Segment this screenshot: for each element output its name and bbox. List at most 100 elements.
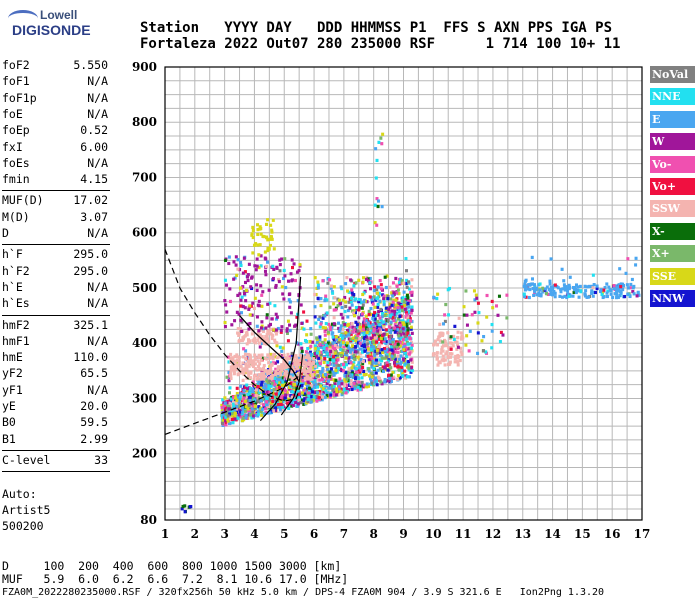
echo-mark xyxy=(344,334,348,338)
param-row-m-d-: M(D) 3.07 xyxy=(2,210,108,226)
echo-mark xyxy=(382,346,386,351)
echo-mark xyxy=(367,313,371,317)
echo-mark xyxy=(325,393,329,398)
echo-mark xyxy=(384,363,388,368)
echo-mark xyxy=(591,286,595,290)
echo-mark xyxy=(287,279,291,283)
param-value: 17.02 xyxy=(73,193,108,208)
echo-mark xyxy=(329,391,333,395)
echo-mark xyxy=(448,341,452,345)
echo-mark xyxy=(287,292,291,297)
echo-mark xyxy=(403,351,407,355)
echo-mark xyxy=(229,416,233,421)
echo-mark xyxy=(321,378,325,382)
echo-mark xyxy=(345,383,349,387)
echo-mark xyxy=(473,298,477,302)
echo-mark xyxy=(448,355,452,359)
echo-mark xyxy=(328,358,332,362)
echo-mark xyxy=(366,339,370,343)
echo-mark xyxy=(294,384,298,388)
echo-mark xyxy=(405,278,409,283)
echo-mark xyxy=(490,299,494,304)
echo-mark xyxy=(331,344,335,349)
echo-mark xyxy=(456,330,460,334)
echo-mark xyxy=(267,288,271,292)
echo-mark xyxy=(329,325,333,329)
echo-mark xyxy=(390,376,394,381)
echo-mark xyxy=(324,343,328,347)
echo-mark xyxy=(407,298,411,303)
echo-mark xyxy=(253,340,257,344)
echo-mark xyxy=(367,347,371,351)
echo-mark xyxy=(394,298,398,302)
echo-mark xyxy=(361,359,365,364)
echo-mark xyxy=(436,343,440,347)
echo-mark xyxy=(556,286,560,290)
echo-mark xyxy=(339,333,343,338)
echo-mark xyxy=(244,370,248,375)
echo-mark xyxy=(394,340,398,344)
echo-mark xyxy=(267,384,271,388)
echo-mark xyxy=(390,303,394,307)
echo-mark xyxy=(338,377,342,381)
echo-mark xyxy=(266,380,270,385)
echo-mark xyxy=(339,348,343,352)
echo-mark xyxy=(366,327,370,332)
echo-mark xyxy=(305,370,309,374)
echo-mark xyxy=(281,346,285,350)
echo-mark xyxy=(381,311,385,316)
echo-mark xyxy=(316,378,320,382)
echo-mark xyxy=(308,356,312,361)
echo-mark xyxy=(329,349,333,354)
echo-mark xyxy=(239,263,243,268)
echo-mark xyxy=(288,328,292,333)
echo-mark xyxy=(269,368,273,372)
echo-mark xyxy=(259,284,263,288)
echo-mark xyxy=(394,350,398,354)
echo-mark xyxy=(304,364,308,368)
echo-mark xyxy=(397,310,401,314)
echo-mark xyxy=(276,278,280,282)
echo-mark xyxy=(393,342,397,347)
echo-mark xyxy=(405,293,409,298)
echo-mark xyxy=(329,343,333,347)
echo-mark xyxy=(310,395,314,399)
echo-mark xyxy=(236,293,240,298)
echo-mark xyxy=(612,287,616,291)
echo-mark xyxy=(344,370,348,375)
echo-mark xyxy=(376,361,380,365)
echo-mark xyxy=(545,292,549,296)
echo-mark xyxy=(333,365,337,370)
echo-mark xyxy=(254,388,258,392)
echo-mark xyxy=(252,383,256,387)
echo-mark xyxy=(403,363,407,367)
echo-mark xyxy=(355,373,359,378)
echo-mark xyxy=(300,326,304,330)
echo-mark xyxy=(615,295,619,300)
echo-mark xyxy=(361,280,365,284)
echo-mark xyxy=(405,363,409,367)
echo-mark xyxy=(334,378,338,382)
echo-mark xyxy=(409,311,413,315)
param-row-fxi: fxI 6.00 xyxy=(2,140,108,156)
echo-mark xyxy=(220,403,224,408)
echo-mark xyxy=(249,371,253,375)
x-tick-label: 14 xyxy=(544,527,561,541)
echo-mark xyxy=(263,356,267,360)
echo-mark xyxy=(237,401,241,405)
echo-mark xyxy=(576,285,580,289)
echo-mark xyxy=(407,314,411,319)
y-tick-label: 900 xyxy=(132,60,157,74)
echo-mark xyxy=(381,369,385,374)
echo-mark xyxy=(373,341,377,345)
echo-mark xyxy=(264,326,268,330)
echo-mark xyxy=(368,336,372,340)
echo-mark xyxy=(281,363,285,367)
echo-mark xyxy=(587,295,591,299)
echo-mark xyxy=(370,298,374,302)
param-separator xyxy=(2,244,110,246)
echo-mark xyxy=(402,300,406,304)
param-value: N/A xyxy=(87,333,108,348)
echo-mark xyxy=(407,359,411,364)
echo-mark xyxy=(572,290,576,295)
